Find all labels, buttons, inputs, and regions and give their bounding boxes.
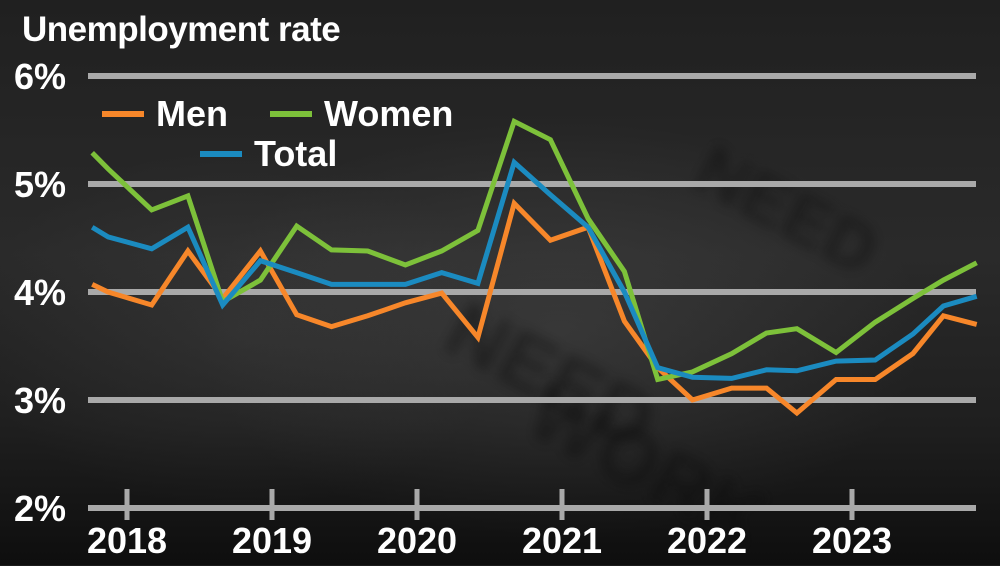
men-swatch-icon xyxy=(102,111,144,117)
x-tick-label: 2021 xyxy=(521,520,603,561)
y-tick-label: 5% xyxy=(14,164,67,205)
y-tick-label: 4% xyxy=(14,272,67,313)
series-line-total xyxy=(90,157,978,381)
y-tick-label: 6% xyxy=(14,56,67,97)
y-tick-label: 2% xyxy=(14,488,67,529)
total-swatch-icon xyxy=(200,151,242,157)
x-axis-ticks xyxy=(124,489,855,520)
x-tick-label: 2019 xyxy=(231,520,313,561)
y-tick-label: 3% xyxy=(14,380,67,421)
legend-label: Women xyxy=(324,93,454,134)
chart-title: Unemployment rate xyxy=(22,10,341,49)
x-tick-label: 2020 xyxy=(376,520,458,561)
x-tick-label: 2023 xyxy=(811,520,893,561)
women-swatch-icon xyxy=(270,111,312,117)
legend-item-women: Women xyxy=(270,93,453,135)
legend-label: Total xyxy=(254,133,338,174)
series-line-men xyxy=(91,198,978,417)
legend-item-total: Total xyxy=(200,133,337,175)
x-tick-label: 2018 xyxy=(86,520,168,561)
data-lines xyxy=(90,117,978,417)
legend-label: Men xyxy=(156,93,228,134)
legend-item-men: Men xyxy=(102,93,228,135)
x-tick-label: 2022 xyxy=(666,520,748,561)
